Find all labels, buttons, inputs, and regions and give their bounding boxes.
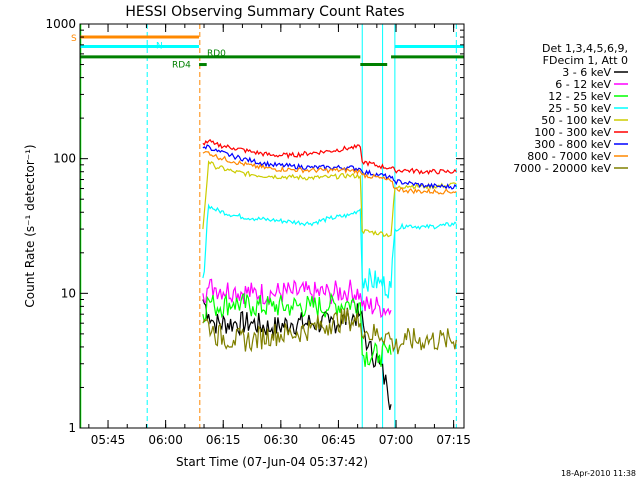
- event-markers: [80, 24, 457, 428]
- x-tick-label-4: 06:45: [321, 433, 356, 447]
- chart-title: HESSI Observing Summary Count Rates: [125, 4, 404, 20]
- legend-header-1: FDecim 1, Att 0: [543, 54, 628, 67]
- legend-label-0: 3 - 6 keV: [562, 66, 611, 79]
- series-line-1: [202, 278, 392, 319]
- x-tick-label-3: 06:30: [264, 433, 299, 447]
- x-tick-label-5: 07:00: [379, 433, 414, 447]
- x-axis: 05:45 06:00 06:15 06:30 06:45 07:00 07:15: [88, 24, 471, 447]
- series-line-7: [202, 150, 457, 195]
- timestamp-footer: 18-Apr-2010 11:38: [561, 469, 636, 478]
- state-bars: S N RD0 RD4: [71, 34, 464, 71]
- x-tick-label-1: 06:00: [148, 433, 183, 447]
- legend-label-6: 300 - 800 keV: [534, 138, 611, 151]
- series-line-2: [202, 292, 392, 367]
- legend-label-1: 6 - 12 keV: [555, 78, 611, 91]
- series-line-4: [202, 160, 457, 238]
- series-line-0: [202, 299, 392, 411]
- state-bar-label-0: S: [71, 34, 77, 44]
- data-series: [202, 138, 457, 411]
- y-tick-label-3: 1000: [45, 17, 76, 31]
- x-tick-label-6: 07:15: [436, 433, 471, 447]
- y-tick-label-2: 100: [53, 152, 76, 166]
- series-line-6: [202, 144, 457, 190]
- legend-label-7: 800 - 7000 keV: [527, 150, 611, 163]
- state-bar-label-2: RD0: [207, 49, 226, 59]
- plot-frame: [79, 23, 465, 429]
- legend-label-2: 12 - 25 keV: [548, 90, 611, 103]
- y-axis: 1 10 100 1000: [45, 17, 464, 435]
- series-line-8: [202, 308, 457, 355]
- legend-label-8: 7000 - 20000 keV: [513, 162, 611, 175]
- y-tick-label-1: 10: [61, 286, 76, 300]
- series-line-5: [202, 138, 457, 175]
- x-axis-label: Start Time (07-Jun-04 05:37:42): [176, 455, 368, 469]
- y-tick-label-0: 1: [68, 421, 76, 435]
- x-tick-label-0: 05:45: [91, 433, 126, 447]
- state-bar-label-3: RD4: [172, 61, 191, 71]
- legend: Det 1,3,4,5,6,9,FDecim 1, Att 03 - 6 keV…: [513, 42, 628, 175]
- series-line-3: [202, 203, 457, 299]
- legend-label-4: 50 - 100 keV: [541, 114, 611, 127]
- y-axis-label: Count Rate (s⁻¹ detector⁻¹): [23, 144, 37, 307]
- x-tick-label-2: 06:15: [206, 433, 241, 447]
- legend-label-3: 25 - 50 keV: [548, 102, 611, 115]
- legend-header-0: Det 1,3,4,5,6,9,: [542, 42, 628, 55]
- legend-label-5: 100 - 300 keV: [534, 126, 611, 139]
- state-bar-label-1: N: [156, 42, 163, 52]
